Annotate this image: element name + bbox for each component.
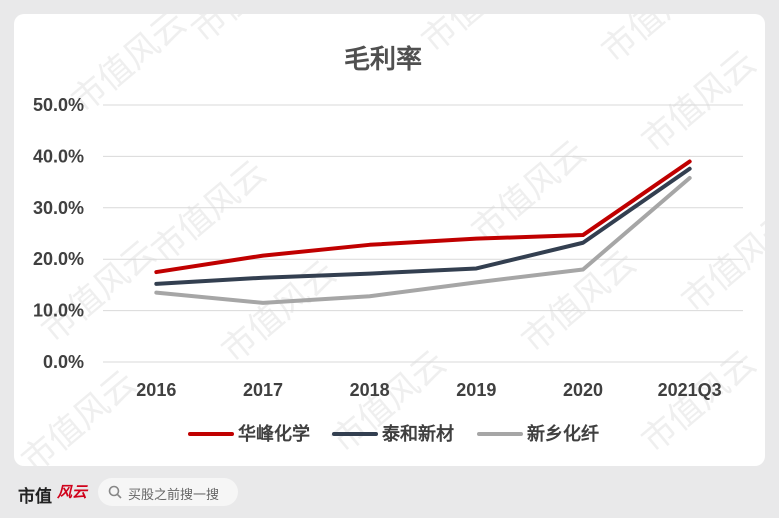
x-tick-label: 2020: [563, 380, 603, 400]
y-tick-label: 30.0%: [33, 198, 84, 218]
x-tick-label: 2019: [456, 380, 496, 400]
watermark-text: 市值风云: [464, 133, 594, 251]
x-tick-label: 2016: [136, 380, 176, 400]
watermark-text: 市值风云: [634, 43, 764, 161]
legend: 华峰化学 泰和新材 新乡化纤: [188, 423, 599, 445]
watermark-text: 市值风云: [514, 243, 644, 361]
series-line: [154, 175, 692, 305]
legend-label: 泰和新材: [381, 423, 454, 445]
series-lines: [154, 159, 692, 305]
x-tick-label: 2021Q3: [658, 380, 722, 400]
watermark-text: 市值风云: [674, 203, 765, 321]
y-tick-label: 20.0%: [33, 249, 84, 269]
chart-title: 毛利率: [344, 44, 422, 75]
y-tick-label: 10.0%: [33, 301, 84, 321]
brand-logo: 风云: [57, 483, 88, 501]
x-tick-label: 2017: [243, 380, 283, 400]
series-line: [154, 159, 692, 275]
y-tick-label: 40.0%: [33, 146, 84, 166]
legend-label: 华峰化学: [238, 423, 310, 445]
legend-label: 新乡化纤: [527, 423, 599, 445]
x-tick-label: 2018: [350, 380, 390, 400]
watermark-text: 市值风云: [214, 253, 344, 371]
watermark-text: 市值风云: [414, 14, 544, 61]
watermark-text: 市值风云: [144, 153, 274, 271]
search-icon: [108, 485, 122, 499]
search-box[interactable]: 买股之前搜一搜: [98, 478, 238, 506]
y-axis-ticks: 0.0% 10.0% 20.0% 30.0% 40.0% 50.0%: [33, 95, 84, 372]
search-placeholder: 买股之前搜一搜: [128, 488, 220, 503]
y-tick-label: 50.0%: [33, 95, 84, 115]
footer-bar: 市值 风云 买股之前搜一搜: [0, 466, 779, 518]
watermark-text: 市值风云: [634, 343, 764, 461]
chart-card: 市值风云 市值风云 市值风云 市值风云 市值风云 市值风云 市值风云 市值风云 市值风云 市值风云…: [14, 14, 765, 466]
brand-name: 市值: [18, 487, 52, 507]
watermark-text: 市值风云: [184, 14, 314, 51]
series-line: [154, 166, 692, 286]
x-axis-ticks: 2016 2017 2018 2019 2020 2021Q3: [136, 380, 721, 400]
watermark-text: 市值风云: [594, 14, 724, 71]
y-tick-label: 0.0%: [43, 352, 84, 372]
watermark-text: 市值风云: [14, 363, 144, 466]
